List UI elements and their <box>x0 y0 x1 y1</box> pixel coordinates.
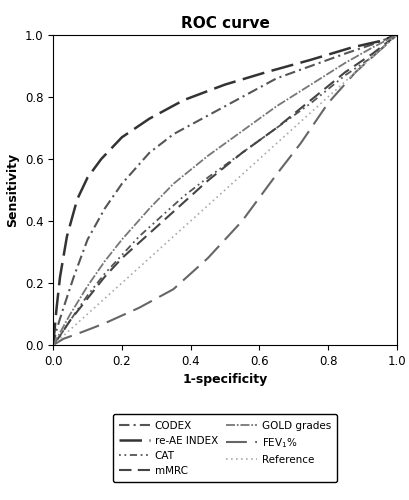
Y-axis label: Sensitivity: Sensitivity <box>6 153 19 227</box>
Title: ROC curve: ROC curve <box>180 16 270 31</box>
X-axis label: 1-specificity: 1-specificity <box>182 374 267 386</box>
Legend: CODEX, re-AE INDEX, CAT, mMRC, GOLD grades, FEV$_1$%, Reference: CODEX, re-AE INDEX, CAT, mMRC, GOLD grad… <box>113 414 337 482</box>
